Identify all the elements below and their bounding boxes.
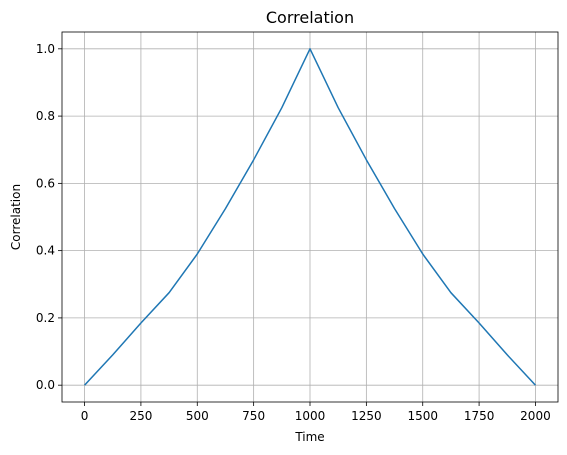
y-tick-label: 0.2 <box>36 311 55 325</box>
x-axis-label: Time <box>294 430 324 444</box>
x-tick-label: 1250 <box>351 409 382 423</box>
y-tick-label: 0.8 <box>36 109 55 123</box>
x-axis-ticks: 0 250 500 750 1000 1250 1500 1750 2000 <box>81 402 551 423</box>
chart-title: Correlation <box>266 8 354 27</box>
x-tick-label: 500 <box>186 409 209 423</box>
x-tick-label: 250 <box>129 409 152 423</box>
x-tick-label: 750 <box>242 409 265 423</box>
y-tick-label: 0.4 <box>36 244 55 258</box>
series-layer <box>84 48 536 386</box>
series-line <box>84 48 536 386</box>
x-tick-label: 1500 <box>407 409 438 423</box>
grid <box>62 32 558 402</box>
y-tick-label: 1.0 <box>36 42 55 56</box>
x-tick-label: 1750 <box>464 409 495 423</box>
y-tick-label: 0.0 <box>36 378 55 392</box>
y-axis-label: Correlation <box>9 184 23 250</box>
x-tick-label: 0 <box>81 409 89 423</box>
x-tick-label: 2000 <box>520 409 551 423</box>
y-tick-label: 0.6 <box>36 176 55 190</box>
y-axis-ticks: 0.0 0.2 0.4 0.6 0.8 1.0 <box>36 42 62 392</box>
x-tick-label: 1000 <box>295 409 326 423</box>
